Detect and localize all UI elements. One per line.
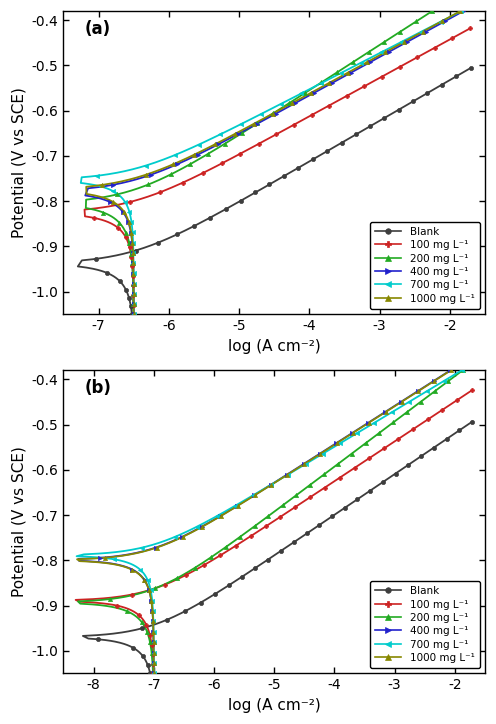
X-axis label: log (A cm⁻²): log (A cm⁻²)	[228, 339, 320, 353]
Y-axis label: Potential (V vs SCE): Potential (V vs SCE)	[11, 88, 26, 238]
Y-axis label: Potential (V vs SCE): Potential (V vs SCE)	[11, 447, 26, 597]
Legend: Blank, 100 mg L⁻¹, 200 mg L⁻¹, 400 mg L⁻¹, 700 mg L⁻¹, 1000 mg L⁻¹: Blank, 100 mg L⁻¹, 200 mg L⁻¹, 400 mg L⁻…	[370, 581, 480, 668]
X-axis label: log (A cm⁻²): log (A cm⁻²)	[228, 698, 320, 713]
Text: (a): (a)	[84, 20, 111, 38]
Legend: Blank, 100 mg L⁻¹, 200 mg L⁻¹, 400 mg L⁻¹, 700 mg L⁻¹, 1000 mg L⁻¹: Blank, 100 mg L⁻¹, 200 mg L⁻¹, 400 mg L⁻…	[370, 222, 480, 309]
Text: (b): (b)	[84, 379, 112, 397]
